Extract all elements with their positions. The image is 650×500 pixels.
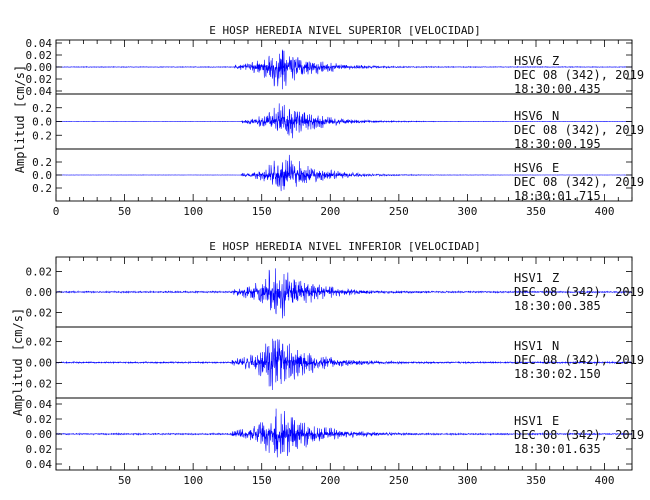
x-tick-label: 150 bbox=[252, 205, 272, 218]
y-ticks-hsv1-z: 0.02 0.00 0.02 bbox=[26, 265, 632, 320]
x-tick-label: 100 bbox=[183, 474, 203, 487]
y-tick-label: 0.02 bbox=[26, 307, 53, 320]
y-axis-label: Amplitud [cm/s] bbox=[11, 308, 25, 416]
x-tick-label: 300 bbox=[457, 205, 477, 218]
seismic-trace-hsv1-n bbox=[55, 338, 633, 391]
component-label: N bbox=[552, 339, 559, 353]
y-tick-label: 0.02 bbox=[26, 49, 53, 62]
plot-frame-superior bbox=[55, 39, 633, 202]
date-label: DEC 08 (342), 2019 bbox=[514, 353, 644, 367]
panel-hsv6-e: 0.20.00.2 HSV6 E DEC 08 (342), 2019 18:3… bbox=[32, 154, 644, 203]
panel-hsv1-e: 0.04 0.02 0.00 0.02 0.04 HSV1 E DEC 08 (342)… bbox=[26, 398, 645, 471]
y-tick-label: 0.0 bbox=[32, 116, 52, 129]
seismic-trace-hsv1-z bbox=[55, 268, 633, 319]
y-tick-label: 0.2 bbox=[32, 102, 52, 115]
x-tick-label: 350 bbox=[526, 205, 546, 218]
waveform-line bbox=[55, 49, 633, 90]
y-tick-label: 0.2 bbox=[32, 182, 52, 195]
component-label: Z bbox=[552, 271, 559, 285]
seismic-trace-hsv6-e bbox=[55, 154, 633, 192]
panel-frame bbox=[55, 148, 633, 202]
x-tick-label: 100 bbox=[183, 205, 203, 218]
y-ticks-hsv6-n: 0.20.00.2 bbox=[32, 102, 632, 142]
y-tick-label: 0.0 bbox=[32, 169, 52, 182]
x-tick-label: 350 bbox=[526, 474, 546, 487]
x-tick-label: 400 bbox=[595, 205, 615, 218]
seismic-trace-hsv6-z bbox=[55, 49, 633, 90]
x-tick-label: 200 bbox=[320, 474, 340, 487]
panel-hsv1-z: 0.02 0.00 0.02 HSV1 Z DEC 08 (342), 2019 1… bbox=[26, 265, 645, 319]
y-tick-label: 0.02 bbox=[26, 265, 53, 278]
y-tick-label: 0.04 bbox=[26, 85, 53, 98]
plot-frame-inferior bbox=[55, 256, 633, 471]
date-label: DEC 08 (342), 2019 bbox=[514, 175, 644, 189]
panel-hsv6-n: 0.20.00.2 HSV6 N DEC 08 (342), 2019 18:3… bbox=[32, 102, 644, 151]
station-label: HSV6 bbox=[514, 109, 543, 123]
y-tick-label: 0.02 bbox=[26, 336, 53, 349]
time-label: 18:30:00.435 bbox=[514, 82, 601, 96]
seismic-trace-hsv1-e bbox=[55, 408, 633, 458]
y-ticks-hsv6-e: 0.20.00.2 bbox=[32, 156, 632, 195]
y-tick-label: 0.00 bbox=[26, 286, 53, 299]
y-tick-label: 0.02 bbox=[26, 413, 53, 426]
y-tick-label: 0.02 bbox=[26, 377, 53, 390]
x-tick-label: 150 bbox=[252, 474, 272, 487]
component-label: N bbox=[552, 109, 559, 123]
x-axis-superior: 0 50 100 150 200 250 300 350 400 bbox=[53, 40, 633, 218]
time-label: 18:30:01.635 bbox=[514, 442, 601, 456]
waveform-line bbox=[55, 408, 633, 458]
y-tick-label: 0.04 bbox=[26, 458, 53, 471]
x-tick-label: 50 bbox=[118, 474, 131, 487]
waveform-line bbox=[55, 268, 633, 319]
time-label: 18:30:00.385 bbox=[514, 299, 601, 313]
y-tick-label: 0.04 bbox=[26, 37, 53, 50]
x-tick-label: 200 bbox=[320, 205, 340, 218]
y-tick-label: 0.2 bbox=[32, 129, 52, 142]
waveform-line bbox=[55, 103, 633, 139]
panel-frame bbox=[55, 397, 633, 471]
y-axis-label: Amplitud [cm/s] bbox=[13, 65, 27, 173]
y-tick-label: 0.02 bbox=[26, 443, 53, 456]
y-tick-label: 0.04 bbox=[26, 398, 53, 411]
y-tick-label: 0.00 bbox=[26, 61, 53, 74]
component-label: Z bbox=[552, 54, 559, 68]
date-label: DEC 08 (342), 2019 bbox=[514, 123, 644, 137]
waveform-line bbox=[55, 338, 633, 391]
x-tick-label: 50 bbox=[118, 205, 131, 218]
y-tick-label: 0.00 bbox=[26, 428, 53, 441]
y-ticks-hsv1-n: 0.02 0.00 0.02 bbox=[26, 336, 632, 390]
station-label: HSV1 bbox=[514, 414, 543, 428]
panel-hsv1-n: 0.02 0.00 0.02 HSV1 N DEC 08 (342), 2019 1… bbox=[26, 336, 645, 391]
x-tick-label: 300 bbox=[457, 474, 477, 487]
station-label: HSV1 bbox=[514, 339, 543, 353]
x-tick-label: 250 bbox=[389, 474, 409, 487]
station-label: HSV6 bbox=[514, 161, 543, 175]
station-label: HSV1 bbox=[514, 271, 543, 285]
chart-title: E HOSP HEREDIA NIVEL INFERIOR [VELOCIDAD… bbox=[209, 240, 481, 253]
waveform-line bbox=[55, 154, 633, 192]
chart-title: E HOSP HEREDIA NIVEL SUPERIOR [VELOCIDAD… bbox=[209, 24, 481, 37]
date-label: DEC 08 (342), 2019 bbox=[514, 428, 644, 442]
component-label: E bbox=[552, 161, 559, 175]
y-tick-label: 0.02 bbox=[26, 73, 53, 86]
panel-hsv6-z: 0.040.020.000.020.04 HSV6 Z DEC 08 (342)… bbox=[26, 37, 645, 98]
time-label: 18:30:00.195 bbox=[514, 137, 601, 151]
date-label: DEC 08 (342), 2019 bbox=[514, 68, 644, 82]
y-tick-label: 0.00 bbox=[26, 357, 53, 370]
x-tick-label: 0 bbox=[53, 205, 60, 218]
station-label: HSV6 bbox=[514, 54, 543, 68]
chart-inferior: E HOSP HEREDIA NIVEL INFERIOR [VELOCIDAD… bbox=[11, 240, 644, 487]
x-tick-label: 400 bbox=[595, 474, 615, 487]
date-label: DEC 08 (342), 2019 bbox=[514, 285, 644, 299]
y-ticks-hsv6-z: 0.040.020.000.020.04 bbox=[26, 37, 632, 98]
x-tick-label: 250 bbox=[389, 205, 409, 218]
y-tick-label: 0.2 bbox=[32, 156, 52, 169]
seismic-trace-hsv6-n bbox=[55, 103, 633, 139]
component-label: E bbox=[552, 414, 559, 428]
y-ticks-hsv1-e: 0.04 0.02 0.00 0.02 0.04 bbox=[26, 398, 632, 471]
chart-superior: E HOSP HEREDIA NIVEL SUPERIOR [VELOCIDAD… bbox=[13, 24, 644, 218]
time-label: 18:30:02.150 bbox=[514, 367, 601, 381]
